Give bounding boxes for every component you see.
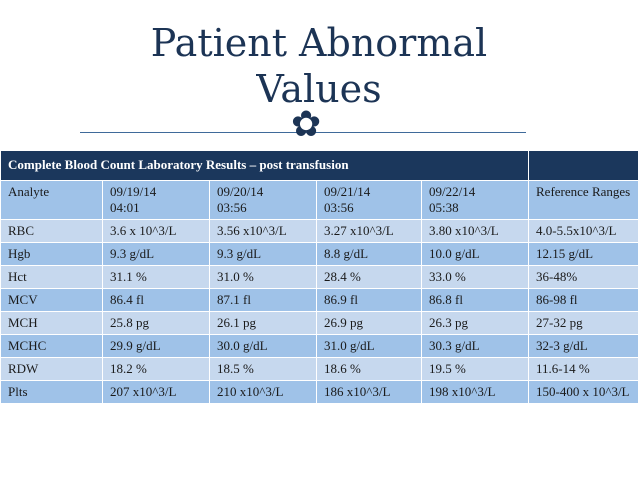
result-cell: 198 x10^3/L [420,380,530,404]
table-row: RBC 3.6 x 10^3/L 3.56 x10^3/L 3.27 x10^3/L 3… [0,219,638,243]
result-cell: 3.56 x10^3/L [209,219,317,243]
result-cell: 31.0 g/dL [316,334,422,358]
result-cell: 9.3 g/dL [209,242,317,266]
result-cell: 8.8 g/dL [316,242,422,266]
result-cell: 3.27 x10^3/L [316,219,422,243]
reference-range-cell: 150-400 x 10^3/L [528,380,638,404]
result-cell: 86.8 fl [420,288,530,312]
result-cell: 31.0 % [209,265,317,289]
slide-title: Patient Abnormal Values [0,20,638,112]
column-header: Reference Ranges [528,180,638,220]
result-cell: 3.6 x 10^3/L [102,219,210,243]
result-cell: 3.80 x10^3/L [420,219,530,243]
result-cell: 29.9 g/dL [102,334,210,358]
table-caption-extra [528,150,638,181]
reference-range-cell: 4.0-5.5x10^3/L [528,219,638,243]
result-cell: 207 x10^3/L [102,380,210,404]
title-line-2: Values [256,67,382,111]
table-row: Hct 31.1 % 31.0 % 28.4 % 33.0 % 36-48% [0,265,638,289]
reference-range-cell: 11.6-14 % [528,357,638,381]
column-header: 09/19/14 04:01 [102,180,210,220]
result-cell: 87.1 fl [209,288,317,312]
result-cell: 25.8 pg [102,311,210,335]
analyte-cell: RBC [0,219,103,243]
analyte-cell: MCV [0,288,103,312]
reference-range-cell: 27-32 pg [528,311,638,335]
result-cell: 33.0 % [420,265,530,289]
cbc-table-container: Complete Blood Count Laboratory Results … [0,150,638,479]
table-row: MCV 86.4 fl 87.1 fl 86.9 fl 86.8 fl 86-98 fl [0,288,638,312]
column-header: 09/20/14 03:56 [209,180,317,220]
reference-range-cell: 36-48% [528,265,638,289]
reference-range-cell: 12.15 g/dL [528,242,638,266]
table-row: MCH 25.8 pg 26.1 pg 26.9 pg 26.3 pg 27-32 pg [0,311,638,335]
result-cell: 186 x10^3/L [316,380,422,404]
result-cell: 86.4 fl [102,288,210,312]
result-cell: 18.6 % [316,357,422,381]
table-row: RDW 18.2 % 18.5 % 18.6 % 19.5 % 11.6-14 % [0,357,638,381]
result-cell: 26.3 pg [420,311,530,335]
analyte-cell: Hgb [0,242,103,266]
result-cell: 30.3 g/dL [420,334,530,358]
result-cell: 210 x10^3/L [209,380,317,404]
result-cell: 30.0 g/dL [209,334,317,358]
result-cell: 28.4 % [316,265,422,289]
result-cell: 31.1 % [102,265,210,289]
column-header: 09/21/14 03:56 [316,180,422,220]
flourish-icon: ✿ [291,104,322,145]
reference-range-cell: 32-3 g/dL [528,334,638,358]
analyte-cell: MCH [0,311,103,335]
result-cell: 86.9 fl [316,288,422,312]
table-row: MCHC 29.9 g/dL 30.0 g/dL 31.0 g/dL 30.3 g/dL… [0,334,638,358]
analyte-cell: Plts [0,380,103,404]
analyte-cell: RDW [0,357,103,381]
table-caption: Complete Blood Count Laboratory Results … [0,150,530,181]
table-row: Hgb 9.3 g/dL 9.3 g/dL 8.8 g/dL 10.0 g/dL 12.1… [0,242,638,266]
table-row: Plts 207 x10^3/L 210 x10^3/L 186 x10^3/L 198… [0,380,638,404]
column-header-row: Analyte 09/19/14 04:01 09/20/14 03:56 09/21… [0,180,638,220]
analyte-cell: Hct [0,265,103,289]
result-cell: 18.2 % [102,357,210,381]
result-cell: 10.0 g/dL [420,242,530,266]
title-divider [80,132,526,133]
result-cell: 26.9 pg [316,311,422,335]
table-caption-row: Complete Blood Count Laboratory Results … [0,150,638,181]
result-cell: 26.1 pg [209,311,317,335]
analyte-cell: MCHC [0,334,103,358]
result-cell: 18.5 % [209,357,317,381]
cbc-results-table: Complete Blood Count Laboratory Results … [0,150,638,404]
result-cell: 19.5 % [420,357,530,381]
column-header: 09/22/14 05:38 [420,180,530,220]
reference-range-cell: 86-98 fl [528,288,638,312]
title-line-1: Patient Abnormal [150,21,488,65]
column-header: Analyte [0,180,103,220]
result-cell: 9.3 g/dL [102,242,210,266]
